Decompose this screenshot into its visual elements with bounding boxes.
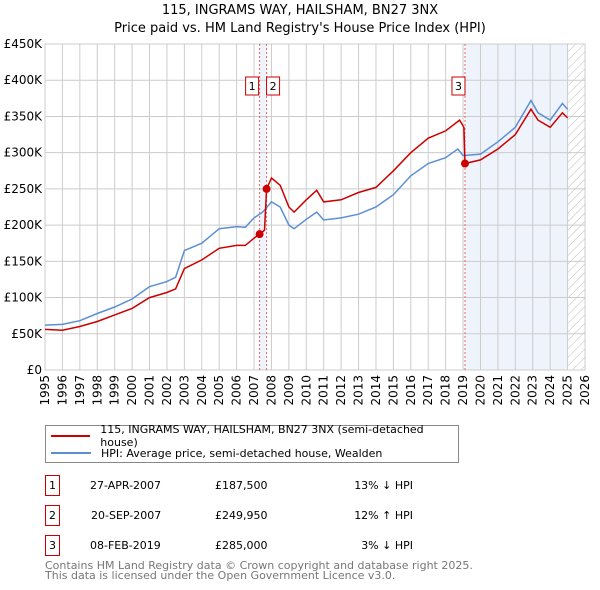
x-tick-label: 2014: [369, 375, 383, 406]
sale-marker-label: 2: [270, 80, 277, 93]
property-price-line: [44, 107, 569, 331]
sale-marker: 3: [45, 535, 60, 556]
legend-blue-swatch: [51, 452, 91, 454]
x-tick-label: 2025: [561, 375, 575, 406]
chart-subtitle: Price paid vs. HM Land Registry's House …: [114, 21, 486, 36]
x-tick-label: 2016: [404, 375, 418, 406]
y-tick-label: £300K: [4, 146, 44, 160]
price-chart: 1995 1996 1997 1998 1999 2000 2001 2002 2003 2004…: [4, 37, 592, 406]
x-tick-label: 1998: [90, 375, 104, 406]
y-tick-label: £350K: [4, 109, 44, 123]
x-tick-label: 2026: [578, 375, 592, 406]
x-tick-label: 2019: [456, 375, 470, 406]
sale-marker-label: 3: [455, 80, 462, 93]
chart-title: 115, INGRAMS WAY, HAILSHAM, BN27 3NX: [161, 3, 439, 18]
legend-red-swatch: [51, 435, 91, 437]
sale-marker-box: [245, 76, 260, 96]
sale-point: [255, 230, 264, 239]
sale-point: [262, 184, 271, 193]
footer-line1: Contains HM Land Registry data © Crown c…: [45, 559, 473, 572]
x-tick-label: 2009: [282, 375, 296, 406]
sale-marker-label: 1: [249, 80, 256, 93]
sale-price: £249,950: [215, 509, 268, 522]
y-tick-label: £250K: [4, 182, 44, 196]
sale-date: 27-APR-2007: [90, 479, 162, 492]
table-row: 1 27-APR-2007 £187,500 13% ↓ HPI: [45, 475, 465, 497]
sale-marker-box: [266, 76, 281, 96]
x-tick-label: 2023: [526, 375, 540, 406]
x-tick-label: 2000: [125, 375, 139, 406]
x-tick-label: 2008: [264, 375, 278, 406]
y-tick-label: £450K: [4, 37, 44, 51]
sale-date: 20-SEP-2007: [91, 509, 162, 522]
y-tick-label: £50K: [11, 327, 43, 341]
sale-hpi: 13% ↓ HPI: [354, 479, 413, 492]
x-tick-label: 2015: [386, 375, 400, 406]
x-tick-label: 2003: [177, 375, 191, 406]
sale-marker: 2: [45, 505, 60, 526]
sale-date: 08-FEB-2019: [90, 539, 161, 552]
sale-hpi: 3% ↓ HPI: [361, 539, 413, 552]
x-tick-label: 2018: [439, 375, 453, 406]
legend-property: 115, INGRAMS WAY, HAILSHAM, BN27 3NX (se…: [100, 423, 424, 449]
sale-hpi: 12% ↑ HPI: [354, 509, 413, 522]
legend-hpi: HPI: Average price, semi-detached house,…: [101, 446, 383, 460]
x-tick-label: 1997: [73, 375, 87, 406]
sale-price: £187,500: [215, 479, 268, 492]
x-tick-label: 2004: [195, 375, 209, 406]
sale-marker-box: [451, 76, 466, 96]
sale-point: [460, 159, 469, 168]
x-tick-label: 2013: [352, 375, 366, 406]
x-tick-label: 2006: [230, 375, 244, 406]
x-tick-label: 2020: [473, 375, 487, 406]
y-tick-label: £0: [27, 363, 42, 377]
x-tick-label: 2021: [491, 375, 505, 406]
y-tick-label: £400K: [4, 73, 44, 87]
x-tick-label: 2001: [143, 375, 157, 406]
x-tick-label: 2012: [334, 375, 348, 406]
x-tick-label: 2011: [317, 375, 331, 406]
plot-frame: [44, 43, 586, 371]
x-tick-label: 1995: [38, 375, 52, 406]
footer-line2: This data is licensed under the Open Gov…: [45, 569, 396, 582]
shaded-band: [259, 44, 267, 370]
x-tick-label: 2005: [212, 375, 226, 406]
x-tick-label: 2002: [160, 375, 174, 406]
x-tick-label: 2022: [508, 375, 522, 406]
y-tick-label: £100K: [4, 291, 44, 305]
footer: Contains HM Land Registry data © Crown c…: [45, 559, 473, 582]
x-tick-label: 1996: [55, 375, 69, 406]
y-tick-label: £200K: [4, 218, 44, 232]
x-tick-label: 2010: [299, 375, 313, 406]
hpi-line: [44, 99, 569, 326]
table-row: 2 20-SEP-2007 £249,950 12% ↑ HPI: [45, 505, 465, 527]
y-tick-label: £150K: [4, 254, 44, 268]
table-row: 3 08-FEB-2019 £285,000 3% ↓ HPI: [45, 535, 465, 557]
x-tick-label: 2017: [421, 375, 435, 406]
legend: 115, INGRAMS WAY, HAILSHAM, BN27 3NX (se…: [45, 423, 459, 463]
sale-marker: 1: [45, 475, 60, 496]
x-tick-label: 2007: [247, 375, 261, 406]
forecast-hatch: [567, 44, 585, 370]
x-tick-label: 1999: [108, 375, 122, 406]
sale-price: £285,000: [215, 539, 268, 552]
x-tick-label: 2024: [543, 375, 557, 406]
